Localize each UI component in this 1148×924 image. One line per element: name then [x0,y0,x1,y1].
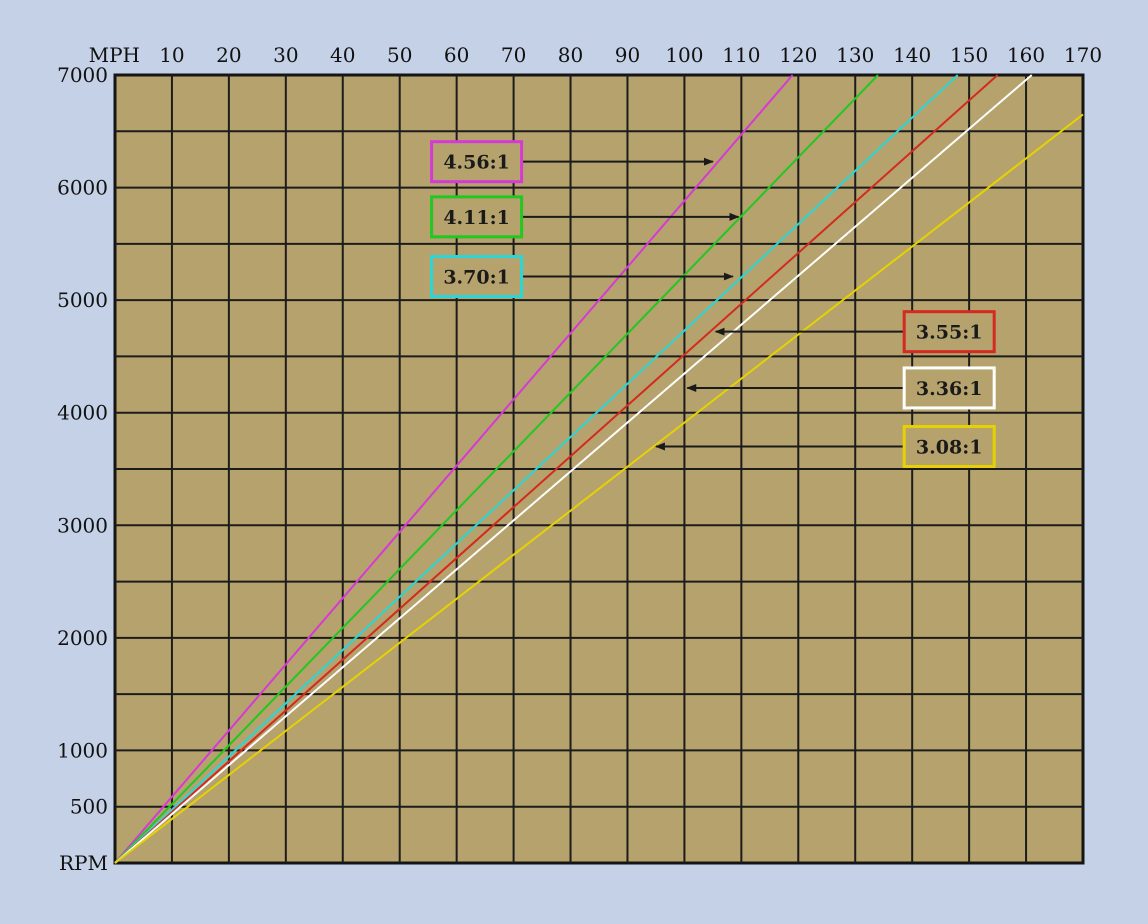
y-tick-label: 3000 [57,513,108,537]
x-tick-label: 60 [444,43,469,67]
annotation-label: 3.55:1 [916,322,983,344]
x-tick-label: 120 [779,43,817,67]
y-tick-label: 2000 [57,626,108,650]
y-tick-label: 500 [70,795,108,819]
grid [115,75,1083,863]
series-line [114,74,1033,864]
y-axis-title: RPM [59,851,108,875]
annotation-label: 3.08:1 [916,436,983,458]
x-tick-label: 100 [665,43,703,67]
series-line [114,113,1084,864]
annotation-box [902,424,996,468]
series-line [114,74,794,864]
y-tick-label: 5000 [57,288,108,312]
x-tick-label: 140 [893,43,931,67]
x-tick-label: 80 [558,43,583,67]
x-tick-label: 150 [950,43,988,67]
x-axis-ticks: 10 20 30 40 50 60 70 80 90 100 110 120 130 140 150 160 1… [159,43,1102,67]
y-tick-label: 7000 [57,63,108,87]
x-tick-label: 20 [216,43,241,67]
x-tick-label: 10 [159,43,184,67]
y-axis-ticks: 500 1000 2000 3000 4000 5000 6000 7000 [57,63,108,819]
annotation-box [902,366,996,410]
y-tick-label: 4000 [57,401,108,425]
x-tick-label: 40 [330,43,355,67]
x-tick-label: 130 [836,43,874,67]
annotation-label: 4.56:1 [443,152,510,174]
annotation-box [430,255,524,299]
x-tick-label: 30 [273,43,298,67]
x-tick-label: 70 [501,43,526,67]
annotation-box [430,195,524,239]
y-tick-label: 6000 [57,176,108,200]
x-tick-label: 50 [387,43,412,67]
x-tick-label: 90 [615,43,640,67]
x-tick-label: 110 [722,43,760,67]
series-lines [114,74,1084,864]
y-tick-label: 1000 [57,738,108,762]
series-line [114,74,879,864]
x-axis-title: MPH [89,43,140,67]
x-tick-label: 160 [1007,43,1045,67]
annotation-label: 4.11:1 [443,207,510,229]
annotation-box [430,140,524,184]
series-line [114,74,999,864]
x-tick-label: 170 [1064,43,1102,67]
series-line [114,74,959,864]
ratio-annotations: 4.56:1 4.11:1 3.70:1 3.55:1 3.36:1 3.08:1 [430,140,996,468]
annotation-box [902,310,996,354]
annotation-label: 3.70:1 [443,267,510,289]
annotation-label: 3.36:1 [916,378,983,400]
